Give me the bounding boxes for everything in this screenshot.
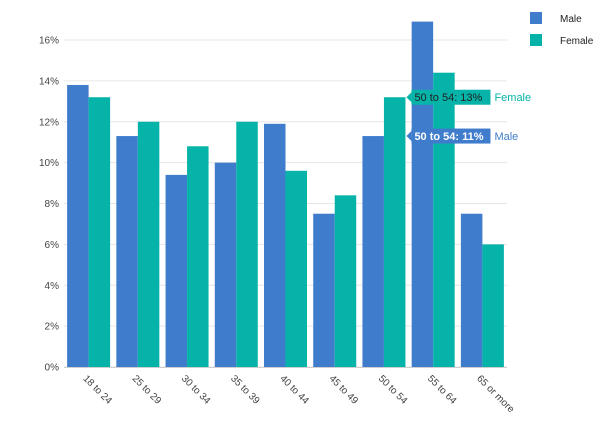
bar-female[interactable] — [285, 170, 308, 367]
bar-female[interactable] — [137, 121, 160, 367]
y-tick-label: 12% — [39, 117, 59, 128]
y-tick-label: 6% — [45, 240, 60, 251]
legend-swatch-female[interactable] — [530, 34, 542, 46]
tooltip-pointer — [406, 131, 412, 142]
y-tick-label: 2% — [45, 322, 60, 333]
tooltip-box — [411, 89, 491, 105]
x-tick-label: 55 to 64 — [425, 373, 459, 407]
bar-female[interactable] — [334, 195, 357, 367]
y-tick-label: 16% — [39, 36, 59, 47]
legend-swatch-male[interactable] — [530, 12, 542, 24]
y-tick-label: 8% — [45, 199, 60, 210]
x-tick-label: 45 to 49 — [327, 373, 361, 407]
tooltip-male: 50 to 54: 11% Male — [406, 128, 518, 144]
bar-female[interactable] — [383, 97, 406, 367]
bar-male[interactable] — [362, 136, 384, 367]
bar-male[interactable] — [67, 84, 89, 368]
bar-female[interactable] — [88, 97, 111, 367]
bar-male[interactable] — [264, 123, 286, 367]
tooltip-female: 50 to 54: 13% Female — [406, 89, 531, 105]
x-tick-label: 65 or more — [474, 373, 516, 415]
x-tick-label: 25 to 29 — [130, 373, 164, 407]
x-tick-label: 30 to 34 — [179, 373, 213, 407]
bar-female[interactable] — [482, 244, 504, 367]
tooltips: 50 to 54: 13% Female 50 to 54: 11% Male — [406, 89, 531, 144]
bar-male[interactable] — [411, 21, 434, 367]
x-tick-label: 50 to 54 — [376, 373, 410, 407]
bar-female[interactable] — [433, 72, 455, 367]
tooltip-text: 50 to 54: 11% — [414, 131, 483, 143]
legend-label-female[interactable]: Female — [560, 36, 594, 47]
y-tick-label: 0% — [45, 363, 60, 374]
y-tick-label: 14% — [39, 76, 59, 87]
x-tick-label: 18 to 24 — [80, 373, 114, 407]
bar-male[interactable] — [116, 136, 138, 367]
bar-female[interactable] — [236, 121, 258, 367]
bar-male[interactable] — [214, 162, 237, 367]
tooltip-pointer — [406, 92, 412, 103]
legend[interactable]: Male Female — [530, 12, 594, 47]
legend-label-male[interactable]: Male — [560, 14, 582, 25]
bar-male[interactable] — [165, 174, 188, 367]
bar-male[interactable] — [460, 213, 483, 367]
bar-male[interactable] — [313, 213, 335, 367]
tooltip-text: 50 to 54: 13% — [414, 92, 482, 104]
x-tick-label: 40 to 44 — [277, 373, 311, 407]
y-tick-label: 4% — [45, 281, 60, 292]
y-tick-label: 10% — [39, 158, 59, 169]
x-tick-label: 35 to 39 — [228, 373, 262, 407]
bar-female[interactable] — [187, 146, 209, 367]
tooltip-series-label: Female — [494, 92, 531, 104]
tooltip-series-label: Male — [494, 131, 518, 143]
x-axis-ticks: 18 to 24 25 to 29 30 to 34 35 to 39 40 to 44… — [80, 373, 516, 415]
bars — [67, 21, 504, 368]
y-axis-ticks: 0% 2% 4% 6% 8% 10% 12% 14% 16% — [39, 36, 59, 374]
tooltip-box — [411, 128, 491, 144]
